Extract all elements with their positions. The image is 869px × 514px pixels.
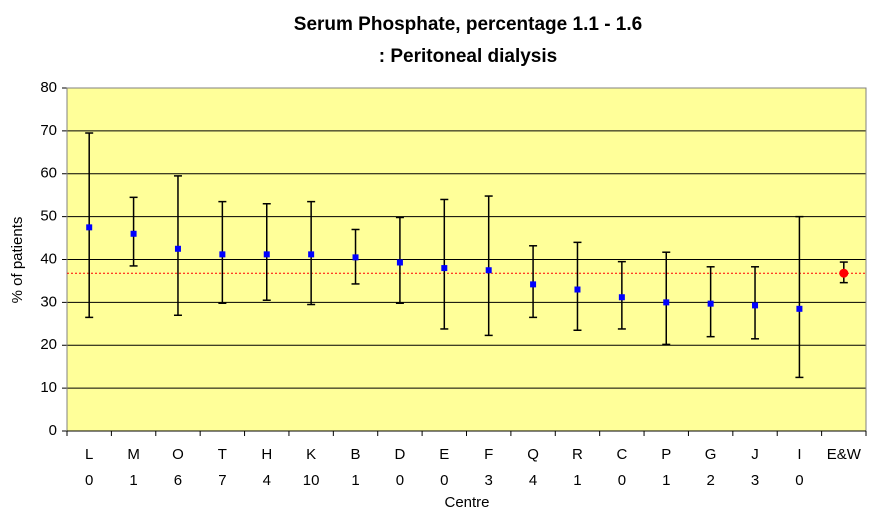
x-tick-sublabel: 7 — [218, 472, 226, 489]
x-tick-label: L — [85, 446, 93, 463]
y-tick-label: 10 — [40, 379, 57, 396]
x-tick-sublabel: 6 — [174, 472, 182, 489]
point — [263, 251, 270, 258]
x-tick-label: K — [306, 446, 316, 463]
error-bar — [484, 195, 493, 337]
point — [707, 300, 714, 307]
x-tick-sublabel: 3 — [751, 472, 759, 489]
x-tick-sublabel: 0 — [795, 472, 803, 489]
point — [752, 302, 759, 309]
y-tick-label: 30 — [40, 293, 57, 310]
x-axis-label: Centre — [444, 494, 489, 511]
x-tick-label: M — [127, 446, 140, 463]
x-tick-label: J — [751, 446, 759, 463]
x-tick-sublabel: 0 — [618, 472, 626, 489]
x-tick-label: H — [261, 446, 272, 463]
x-tick-sublabel: 0 — [396, 472, 404, 489]
x-tick-label: E — [439, 446, 449, 463]
x-tick-label: Q — [527, 446, 539, 463]
x-tick-label: O — [172, 446, 184, 463]
point — [396, 259, 403, 266]
x-tick-label: C — [616, 446, 627, 463]
x-tick-label: D — [394, 446, 405, 463]
chart-title: : Peritoneal dialysis — [379, 46, 557, 67]
x-tick-label: P — [661, 446, 671, 463]
point — [839, 268, 849, 278]
y-tick-label: 80 — [40, 79, 57, 96]
y-tick-label: 70 — [40, 122, 57, 139]
x-tick-label: I — [797, 446, 801, 463]
x-tick-label: E&W — [827, 446, 862, 463]
x-tick-sublabel: 10 — [303, 472, 320, 489]
x-tick-label: G — [705, 446, 717, 463]
x-tick-label: F — [484, 446, 493, 463]
x-tick-sublabel: 1 — [129, 472, 137, 489]
x-tick-sublabel: 1 — [662, 472, 670, 489]
x-tick-sublabel: 4 — [529, 472, 537, 489]
x-tick-sublabel: 1 — [351, 472, 359, 489]
y-tick-label: 50 — [40, 208, 57, 225]
y-tick-label: 0 — [49, 422, 57, 439]
y-tick-label: 40 — [40, 250, 57, 267]
x-tick-sublabel: 2 — [706, 472, 714, 489]
chart-title: Serum Phosphate, percentage 1.1 - 1.6 — [294, 14, 642, 35]
point — [308, 251, 315, 258]
x-tick-label: R — [572, 446, 583, 463]
error-bar — [440, 198, 449, 330]
point — [219, 251, 226, 258]
point — [174, 245, 181, 252]
x-tick-label: T — [218, 446, 227, 463]
x-tick-sublabel: 0 — [85, 472, 93, 489]
x-tick-sublabel: 1 — [573, 472, 581, 489]
y-tick-label: 60 — [40, 165, 57, 182]
error-bar — [662, 251, 671, 346]
point — [441, 265, 448, 272]
point — [530, 281, 537, 288]
y-axis-label: % of patients — [9, 217, 26, 304]
point — [663, 299, 670, 306]
error-bar — [573, 241, 582, 331]
point — [618, 294, 625, 301]
point — [796, 305, 803, 312]
y-tick-label: 20 — [40, 336, 57, 353]
point — [86, 224, 93, 231]
error-bar — [795, 215, 804, 379]
error-bar — [173, 175, 182, 316]
point — [485, 267, 492, 274]
x-tick-label: B — [351, 446, 361, 463]
x-tick-sublabel: 0 — [440, 472, 448, 489]
point — [574, 286, 581, 293]
point — [130, 230, 137, 237]
x-tick-sublabel: 3 — [485, 472, 493, 489]
point — [352, 254, 359, 261]
x-tick-sublabel: 4 — [263, 472, 271, 489]
